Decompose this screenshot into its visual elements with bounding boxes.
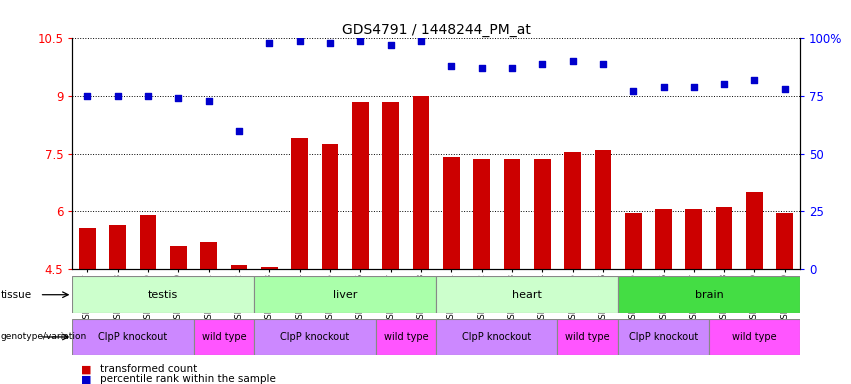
Text: ■: ■ bbox=[81, 374, 91, 384]
Bar bbox=[413, 96, 429, 269]
Bar bbox=[504, 159, 520, 269]
Bar bbox=[291, 138, 308, 269]
Point bbox=[81, 93, 94, 99]
Bar bbox=[618, 276, 800, 313]
Point bbox=[293, 38, 306, 44]
Point bbox=[172, 95, 186, 101]
Bar bbox=[79, 228, 96, 269]
Bar bbox=[625, 213, 642, 269]
Bar bbox=[254, 276, 436, 313]
Text: genotype/variation: genotype/variation bbox=[1, 333, 87, 341]
Point bbox=[202, 98, 215, 104]
Point bbox=[657, 84, 671, 90]
Bar bbox=[776, 213, 793, 269]
Bar bbox=[709, 319, 800, 355]
Text: ClpP knockout: ClpP knockout bbox=[462, 332, 531, 342]
Point bbox=[111, 93, 124, 99]
Bar bbox=[618, 319, 709, 355]
Point bbox=[778, 86, 791, 92]
Bar bbox=[193, 319, 254, 355]
Text: ClpP knockout: ClpP knockout bbox=[280, 332, 350, 342]
Bar bbox=[375, 319, 436, 355]
Point bbox=[384, 42, 397, 48]
Bar bbox=[436, 319, 557, 355]
Bar bbox=[534, 159, 551, 269]
Bar bbox=[72, 276, 254, 313]
Point bbox=[717, 81, 731, 88]
Bar bbox=[564, 152, 581, 269]
Text: ClpP knockout: ClpP knockout bbox=[629, 332, 698, 342]
Bar bbox=[201, 242, 217, 269]
Point bbox=[232, 127, 246, 134]
Point bbox=[414, 38, 428, 44]
Bar bbox=[170, 246, 186, 269]
Point bbox=[323, 40, 337, 46]
Point bbox=[687, 84, 700, 90]
Text: brain: brain bbox=[694, 290, 723, 300]
Text: wild type: wild type bbox=[384, 332, 428, 342]
Bar bbox=[110, 225, 126, 269]
Point bbox=[475, 65, 488, 71]
Point bbox=[748, 77, 762, 83]
Text: liver: liver bbox=[333, 290, 357, 300]
Text: wild type: wild type bbox=[732, 332, 777, 342]
Bar bbox=[352, 102, 368, 269]
Point bbox=[263, 40, 277, 46]
Bar bbox=[557, 319, 618, 355]
Bar bbox=[140, 215, 157, 269]
Text: wild type: wild type bbox=[565, 332, 610, 342]
Bar bbox=[72, 319, 193, 355]
Point bbox=[535, 61, 549, 67]
Bar bbox=[261, 267, 277, 269]
Title: GDS4791 / 1448244_PM_at: GDS4791 / 1448244_PM_at bbox=[342, 23, 530, 37]
Bar bbox=[382, 102, 399, 269]
Point bbox=[596, 61, 609, 67]
Text: testis: testis bbox=[148, 290, 179, 300]
Bar bbox=[436, 276, 618, 313]
Bar bbox=[716, 207, 733, 269]
Bar bbox=[655, 209, 671, 269]
Bar bbox=[254, 319, 375, 355]
Bar bbox=[443, 157, 460, 269]
Bar bbox=[595, 150, 611, 269]
Point bbox=[444, 63, 458, 69]
Point bbox=[566, 58, 580, 65]
Bar bbox=[686, 209, 702, 269]
Text: percentile rank within the sample: percentile rank within the sample bbox=[100, 374, 276, 384]
Bar bbox=[322, 144, 339, 269]
Text: wild type: wild type bbox=[202, 332, 246, 342]
Text: transformed count: transformed count bbox=[100, 364, 197, 374]
Text: ClpP knockout: ClpP knockout bbox=[99, 332, 168, 342]
Bar bbox=[473, 159, 490, 269]
Bar bbox=[746, 192, 762, 269]
Text: ■: ■ bbox=[81, 364, 91, 374]
Point bbox=[505, 65, 519, 71]
Bar bbox=[231, 265, 248, 269]
Point bbox=[141, 93, 155, 99]
Text: tissue: tissue bbox=[1, 290, 32, 300]
Text: heart: heart bbox=[512, 290, 542, 300]
Point bbox=[626, 88, 640, 94]
Point bbox=[353, 38, 367, 44]
